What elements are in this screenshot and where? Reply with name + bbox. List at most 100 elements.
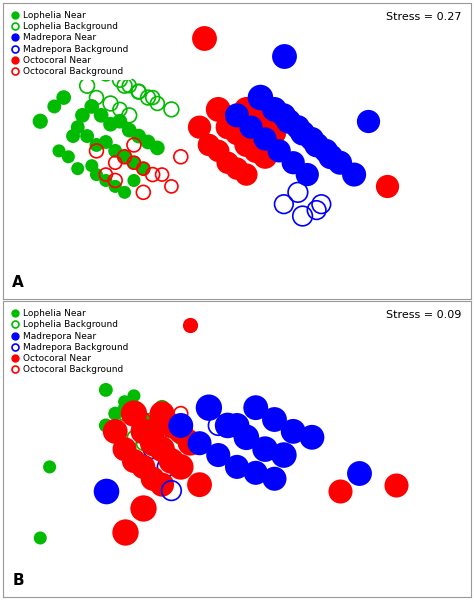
Point xyxy=(102,176,109,185)
Point xyxy=(196,480,203,490)
Point xyxy=(233,128,241,138)
Point xyxy=(271,415,278,424)
Point xyxy=(139,462,147,472)
Point xyxy=(224,158,231,167)
Point xyxy=(36,533,44,543)
Point xyxy=(149,439,156,448)
Text: A: A xyxy=(12,275,24,290)
Point xyxy=(158,403,166,412)
Point xyxy=(102,170,109,179)
Point xyxy=(322,146,330,155)
Point xyxy=(233,421,241,430)
Point xyxy=(350,170,358,179)
Point xyxy=(121,409,128,418)
Point xyxy=(158,421,166,430)
Point xyxy=(116,75,124,85)
Point xyxy=(252,110,260,120)
Point xyxy=(111,158,119,167)
Point xyxy=(196,122,203,132)
Point xyxy=(149,445,156,454)
Point xyxy=(149,439,156,448)
Point xyxy=(233,164,241,173)
Point xyxy=(158,445,166,454)
Point xyxy=(177,433,184,442)
Point xyxy=(51,101,58,111)
Point xyxy=(261,134,269,144)
Point xyxy=(139,415,147,424)
Point xyxy=(121,445,128,454)
Point xyxy=(290,427,297,436)
Point xyxy=(177,462,184,472)
Point xyxy=(149,474,156,484)
Point xyxy=(74,122,82,132)
Point xyxy=(111,433,119,442)
Point xyxy=(336,158,344,167)
Point xyxy=(158,480,166,490)
Point xyxy=(130,176,138,185)
Point xyxy=(299,211,306,221)
Point xyxy=(135,131,142,141)
Point xyxy=(102,486,109,496)
Point xyxy=(139,188,147,197)
Point xyxy=(130,158,138,167)
Point xyxy=(88,101,96,111)
Point xyxy=(168,456,175,466)
Point xyxy=(130,415,138,424)
Point xyxy=(327,152,335,161)
Point xyxy=(64,152,72,161)
Point xyxy=(205,140,213,150)
Point xyxy=(158,170,166,179)
Point xyxy=(149,445,156,454)
Point xyxy=(299,128,306,138)
Point xyxy=(126,110,133,120)
Point xyxy=(154,143,161,153)
Point xyxy=(149,93,156,103)
Point xyxy=(168,421,175,430)
Point xyxy=(233,122,241,132)
Point xyxy=(285,116,292,126)
Point xyxy=(139,439,147,448)
Point xyxy=(224,122,231,132)
Point xyxy=(201,34,208,43)
Point xyxy=(233,110,241,120)
Point xyxy=(154,98,161,108)
Point xyxy=(36,116,44,126)
Point xyxy=(261,152,269,161)
Point xyxy=(392,480,400,490)
Point xyxy=(247,122,255,132)
Point xyxy=(149,427,156,436)
Point xyxy=(83,131,91,141)
Point xyxy=(243,104,250,114)
Point xyxy=(102,69,109,79)
Point xyxy=(243,170,250,179)
Point xyxy=(280,110,288,120)
Point xyxy=(126,81,133,91)
Legend: Lophelia Near, Lophelia Background, Madrepora Near, Madrepora Background, Octoco: Lophelia Near, Lophelia Background, Madr… xyxy=(7,7,132,80)
Point xyxy=(186,320,194,329)
Point xyxy=(186,433,194,442)
Text: B: B xyxy=(12,574,24,589)
Point xyxy=(280,51,288,61)
Point xyxy=(177,427,184,436)
Point xyxy=(149,427,156,436)
Point xyxy=(121,188,128,197)
Point xyxy=(116,104,124,114)
Point xyxy=(111,182,119,191)
Point xyxy=(121,527,128,537)
Point xyxy=(144,137,152,147)
Point xyxy=(139,421,147,430)
Point xyxy=(261,445,269,454)
Point xyxy=(163,462,171,472)
Point xyxy=(139,427,147,436)
Point xyxy=(83,81,91,91)
Point xyxy=(252,468,260,478)
Point xyxy=(355,468,363,478)
Point xyxy=(130,456,138,466)
Point xyxy=(121,403,128,412)
Point xyxy=(107,119,114,129)
Point xyxy=(46,462,54,472)
Text: Stress = 0.27: Stress = 0.27 xyxy=(386,11,462,22)
Point xyxy=(177,427,184,436)
Point xyxy=(79,110,86,120)
Point xyxy=(121,397,128,407)
